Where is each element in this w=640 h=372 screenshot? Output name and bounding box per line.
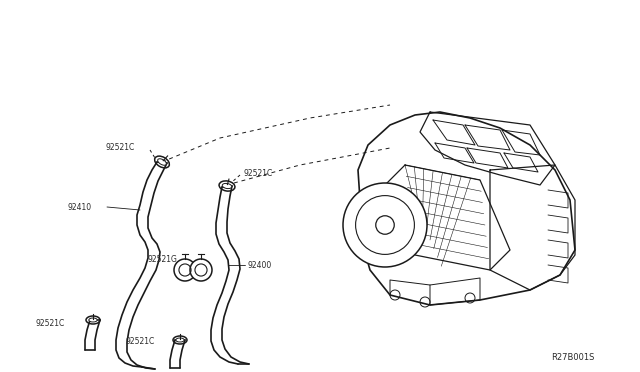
Text: 92521C: 92521C [105,142,134,151]
Circle shape [390,290,400,300]
Text: 92410: 92410 [67,202,91,212]
Text: 92521C: 92521C [35,318,64,327]
Text: 92521C: 92521C [243,169,272,177]
Text: 92521C: 92521C [125,337,154,346]
Circle shape [174,259,196,281]
Text: 92521G: 92521G [148,256,178,264]
Circle shape [190,259,212,281]
Circle shape [465,293,475,303]
Text: R27B001S: R27B001S [552,353,595,362]
Text: 92400: 92400 [248,260,272,269]
Ellipse shape [157,159,166,165]
Ellipse shape [176,338,184,342]
Circle shape [343,183,427,267]
Circle shape [376,216,394,234]
Ellipse shape [222,183,232,189]
Ellipse shape [89,318,97,322]
Circle shape [420,297,430,307]
